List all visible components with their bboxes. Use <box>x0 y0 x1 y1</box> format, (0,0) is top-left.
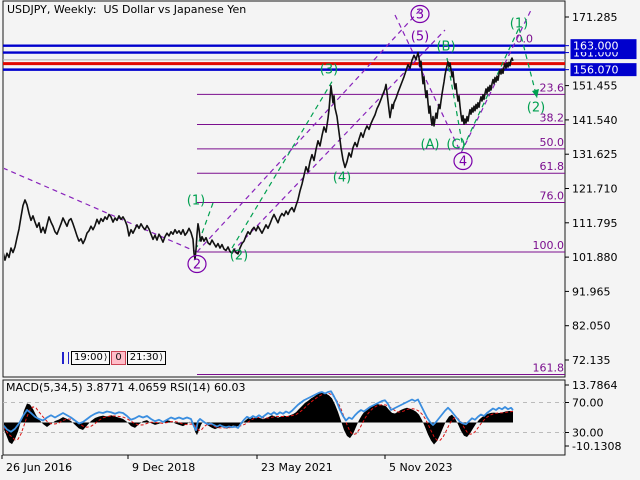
price-level-badge <box>570 63 637 77</box>
wave-label: (B) <box>436 40 455 55</box>
fib-label: 61.8 <box>540 160 565 173</box>
indicator-axis-label: -10.1308 <box>572 440 621 453</box>
fib-label: 23.6 <box>540 81 565 94</box>
time-axis-label: 5 Nov 2023 <box>389 461 452 474</box>
wave-label: 4 <box>459 155 467 170</box>
wave-label: (2) <box>527 101 545 116</box>
wave-label: (4) <box>333 171 351 186</box>
wave-label: 2 <box>193 258 201 273</box>
chevron-right-icon: ⟩ <box>103 353 108 363</box>
price-level-badge-label: 163.000 <box>573 40 619 53</box>
price-level-badge <box>570 39 637 53</box>
wave-circle <box>453 151 473 171</box>
chevron-right-icon: ⟩ <box>159 353 164 363</box>
macd-signal-line <box>4 392 514 441</box>
price-axis-label: 131.625 <box>572 148 618 161</box>
rsi-line <box>4 390 514 433</box>
trend-line-green <box>446 57 464 149</box>
trend-line-green <box>196 202 214 248</box>
trend-line-green <box>518 27 538 99</box>
price-axis-label: 141.540 <box>572 114 618 127</box>
wave-circle <box>410 4 430 24</box>
wave-label: (3) <box>320 63 338 78</box>
time-axis-label: 26 Jun 2016 <box>6 461 72 474</box>
price-axis-label: 101.880 <box>572 251 618 264</box>
price-axis-label: 91.965 <box>572 285 611 298</box>
time-axis-label: 9 Dec 2018 <box>132 461 195 474</box>
indicator-axis-label: 70.00 <box>572 397 604 410</box>
price-axis-label: 121.710 <box>572 183 618 196</box>
trend-line-purple <box>196 9 421 253</box>
wave-label: (2) <box>230 249 248 264</box>
session-widget: 19:00 ⟩ 0 21:30 ⟩ <box>62 351 167 365</box>
session-open-time[interactable]: 19:00 ⟩ <box>71 351 111 365</box>
wave-circle <box>187 254 207 274</box>
session-counter: 0 <box>111 351 126 365</box>
price-panel[interactable] <box>2 0 566 378</box>
fib-label: 38.2 <box>540 111 565 124</box>
macd-histogram <box>4 391 513 445</box>
price-axis-label: 82.050 <box>572 320 611 333</box>
wave-label: (1) <box>510 17 528 32</box>
fib-label: 76.0 <box>540 189 565 202</box>
session-close-time[interactable]: 21:30 ⟩ <box>126 351 167 365</box>
wave-label: (1) <box>187 194 205 209</box>
price-axis-label: 151.455 <box>572 80 618 93</box>
trend-arrow-icon <box>532 89 539 98</box>
indicator-axis-label: 13.7864 <box>572 379 618 392</box>
price-axis-label: 72.135 <box>572 354 611 367</box>
wave-label: (C) <box>446 138 465 153</box>
indicator-title: MACD(5,34,5) 3.8771 4.0659 RSI(14) 60.03 <box>6 381 246 394</box>
time-axis-label: 23 May 2021 <box>261 461 333 474</box>
price-axis-label: 171.285 <box>572 11 618 24</box>
fib-label: 161.8 <box>533 362 565 375</box>
trend-line-purple <box>394 14 462 154</box>
chart-title: USDJPY, Weekly: US Dollar vs Japanese Ye… <box>7 3 247 16</box>
price-level-badge-label: 156.070 <box>573 64 619 77</box>
session-tick-icon <box>62 352 69 364</box>
fib-label: 0.0 <box>516 33 534 46</box>
indicator-axis-label: 30.00 <box>572 427 604 440</box>
trend-line-green <box>231 79 334 249</box>
wave-label: (A) <box>420 138 439 153</box>
wave-label: 3 <box>416 8 424 23</box>
fib-label: 50.0 <box>540 136 565 149</box>
price-axis-label: 111.795 <box>572 217 618 230</box>
price-series-line <box>4 51 514 261</box>
wave-label: (5) <box>411 30 429 45</box>
fib-label: 100.0 <box>533 239 565 252</box>
